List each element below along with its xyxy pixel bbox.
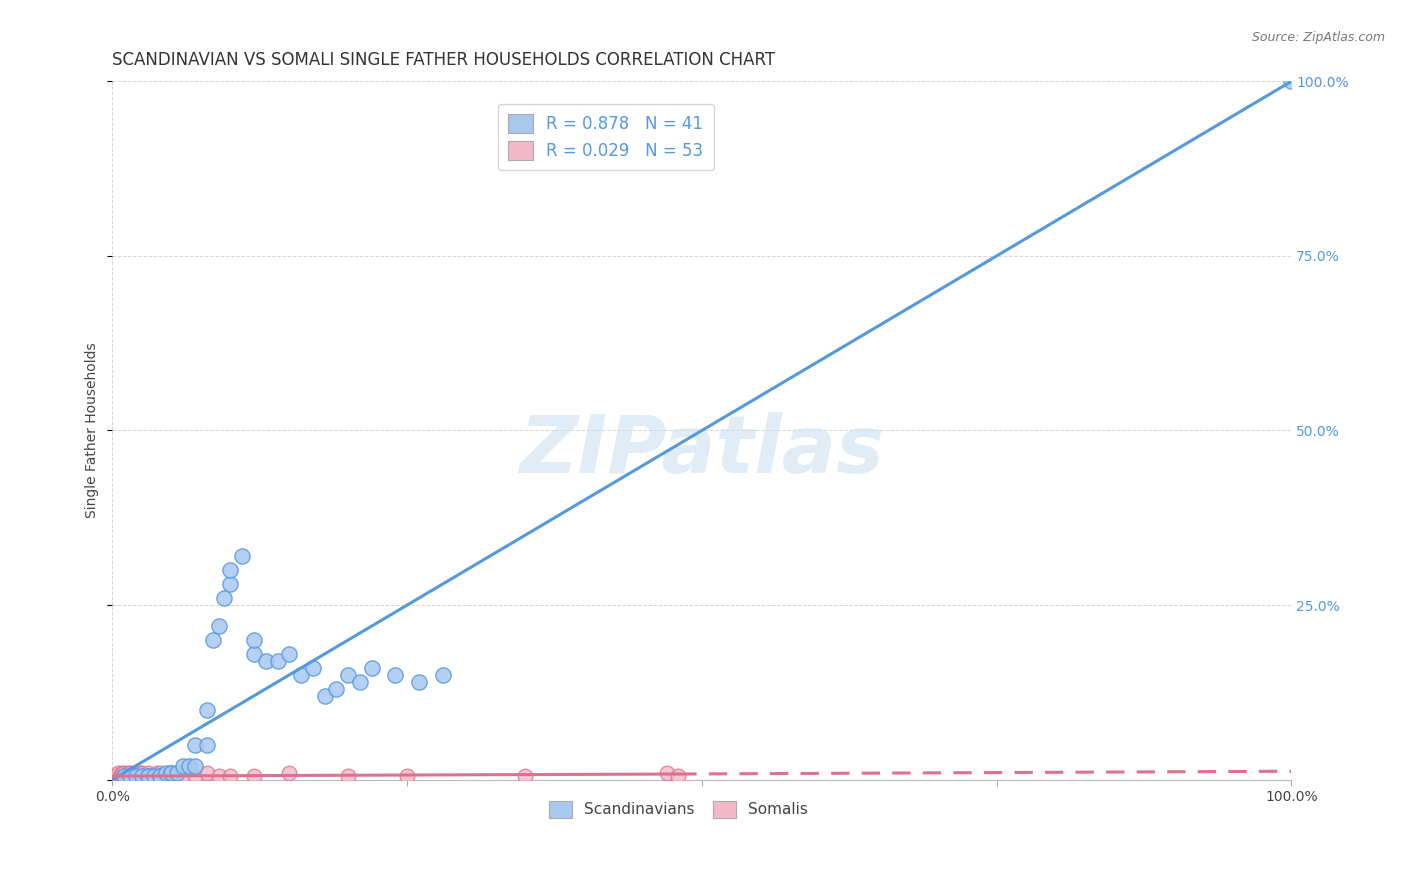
Point: [105, 769, 128, 783]
Point: [179, 758, 201, 772]
Point: [214, 591, 236, 605]
Point: [142, 769, 165, 783]
Point: [112, 765, 135, 780]
Point: [149, 769, 172, 783]
Point: [104, 769, 127, 783]
Point: [184, 769, 207, 783]
Point: [666, 769, 689, 783]
Point: [160, 765, 183, 780]
Point: [408, 674, 430, 689]
Point: [184, 758, 207, 772]
Point: [243, 647, 266, 661]
Legend: Scandinavians, Somalis: Scandinavians, Somalis: [543, 795, 814, 824]
Point: [115, 769, 138, 783]
Point: [149, 769, 172, 783]
Point: [201, 632, 224, 647]
Point: [124, 769, 146, 783]
Point: [142, 769, 165, 783]
Point: [131, 769, 153, 783]
Point: [136, 765, 159, 780]
Point: [360, 661, 382, 675]
Point: [219, 563, 242, 577]
Point: [314, 689, 336, 703]
Point: [243, 769, 266, 783]
Point: [134, 769, 156, 783]
Point: [125, 769, 148, 783]
Point: [146, 765, 169, 780]
Point: [149, 765, 172, 780]
Point: [120, 769, 142, 783]
Point: [219, 577, 242, 591]
Text: SCANDINAVIAN VS SOMALI SINGLE FATHER HOUSEHOLDS CORRELATION CHART: SCANDINAVIAN VS SOMALI SINGLE FATHER HOU…: [112, 51, 776, 69]
Point: [120, 769, 142, 783]
Point: [243, 632, 266, 647]
Point: [266, 654, 288, 668]
Point: [155, 769, 177, 783]
Point: [349, 674, 371, 689]
Point: [172, 758, 194, 772]
Point: [254, 654, 277, 668]
Point: [136, 769, 159, 783]
Point: [166, 765, 188, 780]
Point: [184, 738, 207, 752]
Point: [160, 765, 183, 780]
Point: [149, 769, 172, 783]
Point: [117, 765, 139, 780]
Point: [513, 769, 536, 783]
Point: [396, 769, 419, 783]
Point: [111, 765, 134, 780]
Point: [127, 769, 149, 783]
Point: [125, 765, 148, 780]
Point: [128, 765, 150, 780]
Point: [155, 765, 177, 780]
Point: [432, 668, 454, 682]
Point: [120, 765, 142, 780]
Point: [172, 769, 194, 783]
Point: [107, 769, 129, 783]
Point: [195, 765, 218, 780]
Point: [108, 769, 131, 783]
Point: [325, 681, 347, 696]
Point: [112, 769, 135, 783]
Point: [195, 703, 218, 717]
Y-axis label: Single Father Households: Single Father Households: [86, 343, 100, 518]
Point: [111, 769, 134, 783]
Point: [131, 769, 153, 783]
Point: [160, 769, 183, 783]
Point: [112, 769, 135, 783]
Point: [134, 769, 156, 783]
Point: [207, 769, 229, 783]
Point: [105, 769, 128, 783]
Point: [337, 769, 360, 783]
Text: Source: ZipAtlas.com: Source: ZipAtlas.com: [1251, 31, 1385, 45]
Point: [131, 765, 153, 780]
Point: [160, 765, 183, 780]
Point: [278, 765, 301, 780]
Text: ZIPatlas: ZIPatlas: [519, 412, 884, 491]
Point: [110, 769, 132, 783]
Point: [127, 769, 149, 783]
Point: [122, 765, 145, 780]
Point: [384, 668, 406, 682]
Point: [290, 668, 312, 682]
Point: [337, 668, 360, 682]
Point: [655, 765, 678, 780]
Point: [112, 769, 135, 783]
Point: [231, 549, 253, 564]
Point: [118, 769, 141, 783]
Point: [120, 769, 142, 783]
Point: [207, 619, 229, 633]
Point: [125, 769, 148, 783]
Point: [278, 647, 301, 661]
Point: [114, 769, 136, 783]
Point: [219, 769, 242, 783]
Point: [121, 769, 143, 783]
Point: [302, 661, 325, 675]
Point: [136, 769, 159, 783]
Point: [139, 769, 162, 783]
Point: [136, 769, 159, 783]
Point: [1279, 74, 1302, 88]
Point: [195, 738, 218, 752]
Point: [107, 765, 129, 780]
